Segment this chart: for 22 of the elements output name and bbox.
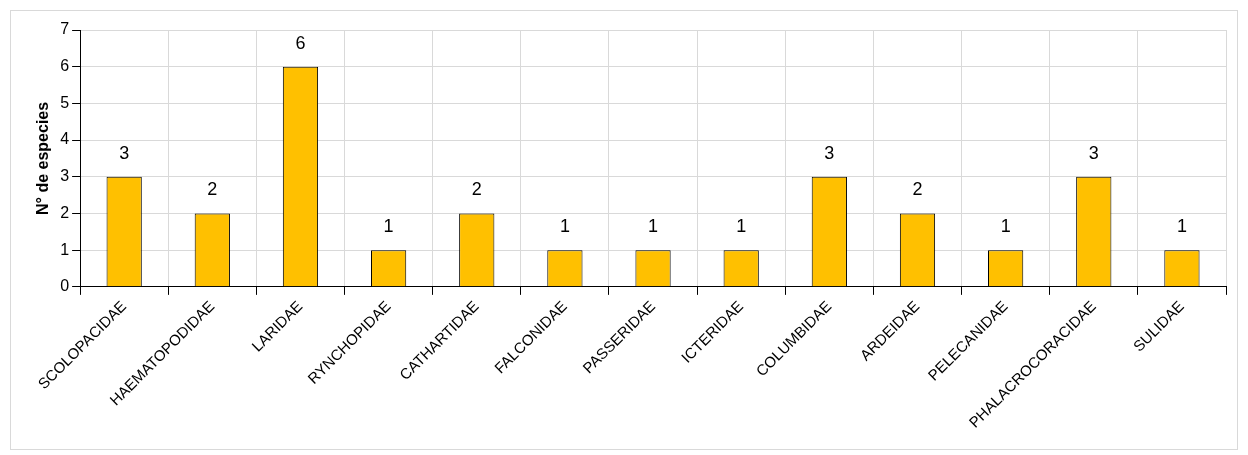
y-tick-label: 6 bbox=[60, 57, 70, 75]
y-tick-label: 5 bbox=[60, 93, 70, 111]
y-tick-label: 1 bbox=[60, 240, 70, 258]
y-tick-label: 4 bbox=[60, 130, 70, 148]
data-label: 1 bbox=[1176, 216, 1187, 237]
data-label: 1 bbox=[559, 216, 570, 237]
y-tick-label: 7 bbox=[60, 20, 70, 38]
y-tick-label: 3 bbox=[60, 167, 70, 185]
data-label: 1 bbox=[383, 216, 394, 237]
data-label: 2 bbox=[207, 179, 218, 200]
data-label: 2 bbox=[471, 179, 482, 200]
data-label: 1 bbox=[1000, 216, 1011, 237]
data-label: 3 bbox=[824, 142, 835, 163]
data-label: 3 bbox=[119, 142, 130, 163]
data-label: 6 bbox=[295, 32, 306, 53]
data-label: 2 bbox=[912, 179, 923, 200]
y-axis-title: N° de especies bbox=[34, 101, 52, 215]
data-label: 1 bbox=[736, 216, 747, 237]
data-label: 1 bbox=[648, 216, 659, 237]
data-label: 3 bbox=[1088, 142, 1099, 163]
y-tick-label: 0 bbox=[60, 277, 70, 295]
y-tick-label: 2 bbox=[60, 203, 70, 221]
